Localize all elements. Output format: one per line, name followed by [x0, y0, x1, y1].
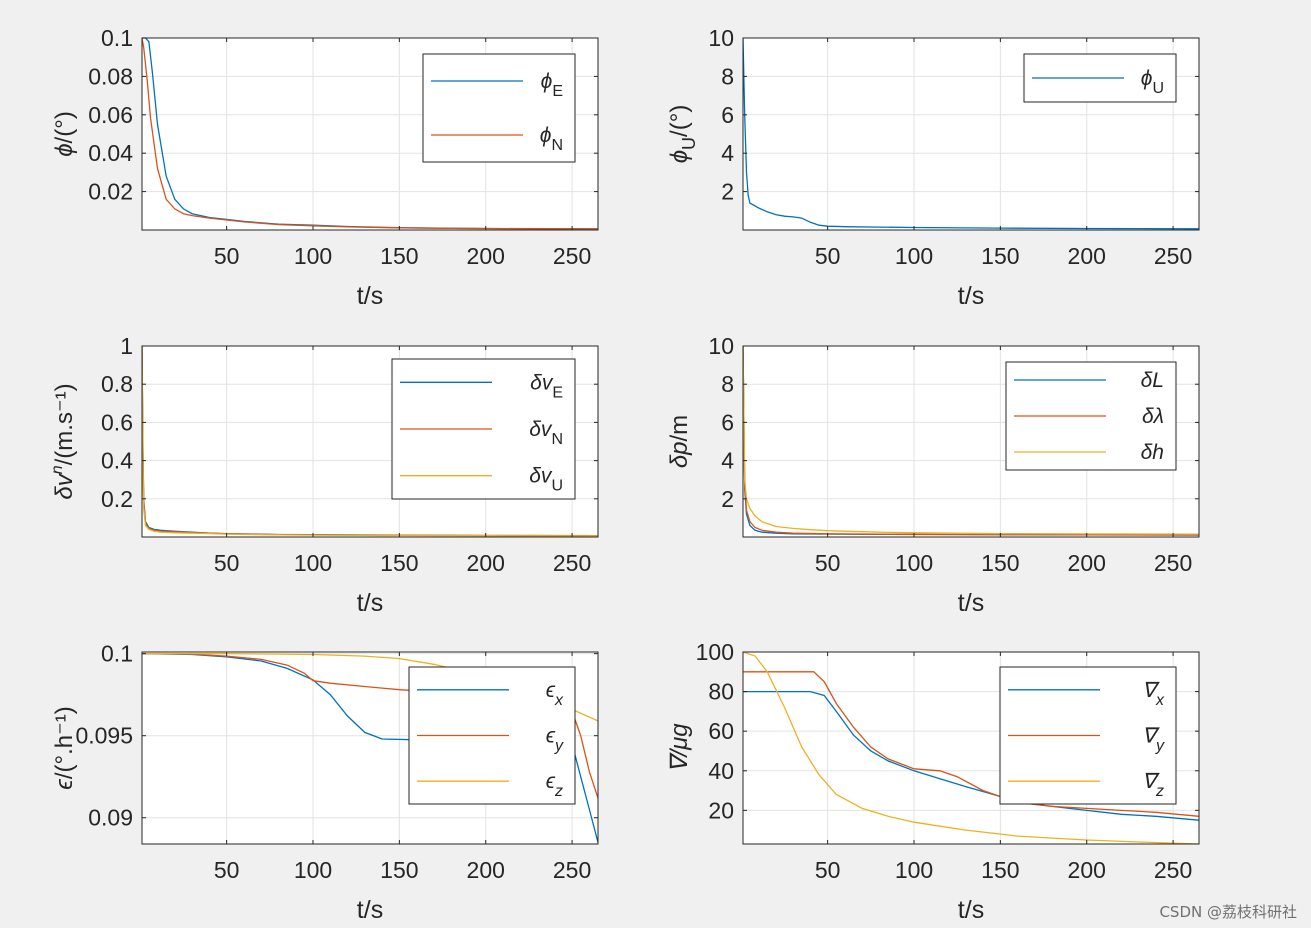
- y-tick-label: 8: [721, 371, 734, 397]
- x-tick-label: 50: [214, 550, 240, 576]
- x-tick-label: 200: [467, 857, 505, 883]
- x-tick-label: 200: [467, 550, 505, 576]
- legend: ϕU: [1024, 54, 1176, 102]
- x-tick-label: 100: [294, 550, 332, 576]
- x-tick-label: 100: [294, 857, 332, 883]
- legend-label: δh: [1141, 441, 1164, 464]
- x-axis-label: t/s: [958, 589, 984, 617]
- y-tick-label: 80: [708, 679, 734, 705]
- y-tick-label: 0.095: [75, 723, 133, 749]
- x-tick-label: 200: [1068, 857, 1106, 883]
- x-tick-label: 200: [1068, 243, 1106, 269]
- x-tick-label: 150: [981, 550, 1019, 576]
- x-tick-label: 250: [1154, 550, 1192, 576]
- x-tick-label: 50: [214, 243, 240, 269]
- y-tick-label: 10: [708, 25, 734, 51]
- x-tick-label: 50: [214, 857, 240, 883]
- legend: ∇x ∇y ∇z: [1000, 667, 1176, 804]
- subplot-vel: 50 100 150 200 250 0.2 0.4 0.6 0.8 1 t/s δvn/(m.s⁻¹…: [49, 333, 598, 617]
- legend: ϕEϕN: [423, 54, 575, 162]
- y-tick-label: 100: [696, 639, 734, 665]
- y-axis-label: ϕU/(°): [666, 105, 699, 164]
- y-axis-label: ϵ/(°.h⁻¹): [51, 706, 78, 790]
- subplot-accel: 50 100 150 200 250 20 40 60 80 100 t/s ∇/μg ∇x ∇y ∇z: [666, 639, 1199, 924]
- x-tick-label: 150: [380, 857, 418, 883]
- watermark: CSDN @荔枝科研社: [1159, 901, 1297, 922]
- x-tick-label: 250: [553, 857, 591, 883]
- x-tick-label: 100: [895, 243, 933, 269]
- x-axis-label: t/s: [357, 589, 383, 617]
- x-tick-label: 200: [467, 243, 505, 269]
- y-tick-label: 0.2: [101, 486, 133, 512]
- y-tick-label: 10: [708, 333, 734, 359]
- y-tick-label: 6: [721, 102, 734, 128]
- y-tick-label: 2: [721, 179, 734, 205]
- x-axis-label: t/s: [958, 896, 984, 924]
- figure: 50 100 150 200 2500.020.040.060.080.1t/sϕ/(°…: [0, 0, 1311, 928]
- y-axis-label: ∇/μg: [666, 723, 693, 773]
- x-axis-label: t/s: [357, 282, 383, 310]
- y-tick-label: 0.1: [101, 641, 133, 667]
- y-axis-label: δp/m: [666, 415, 693, 468]
- x-axis-label: t/s: [357, 896, 383, 924]
- y-tick-label: 0.6: [101, 409, 133, 435]
- y-tick-label: 20: [708, 797, 734, 823]
- y-tick-label: 0.8: [101, 371, 133, 397]
- x-tick-label: 150: [380, 550, 418, 576]
- legend: ϵx ϵy ϵz: [409, 667, 575, 804]
- x-tick-label: 100: [895, 550, 933, 576]
- y-tick-label: 0.04: [88, 140, 133, 166]
- y-tick-label: 0.1: [101, 25, 133, 51]
- y-tick-label: 0.08: [88, 63, 133, 89]
- y-tick-label: 0.02: [88, 179, 133, 205]
- subplot-att-u: 50 100 150 200 250 2 4 6 8 10 t/s ϕU/(°) ϕU: [666, 25, 1199, 310]
- subplot-gyro: 50 100 150 200 250 0.09 0.095 0.1 t/s ϵ/(°.h⁻¹) ϵx…: [51, 641, 598, 924]
- x-tick-label: 250: [1154, 857, 1192, 883]
- legend: δL δλ δh: [1006, 362, 1176, 470]
- y-axis-label: ϕ/(°): [51, 111, 78, 157]
- x-tick-label: 200: [1068, 550, 1106, 576]
- x-tick-label: 50: [815, 550, 841, 576]
- x-tick-label: 50: [815, 857, 841, 883]
- x-tick-label: 250: [553, 243, 591, 269]
- x-tick-label: 150: [981, 857, 1019, 883]
- y-tick-label: 4: [721, 140, 734, 166]
- y-tick-label: 0.06: [88, 102, 133, 128]
- y-tick-label: 6: [721, 409, 734, 435]
- legend: δvE δvN δvU: [392, 359, 575, 499]
- legend-label: δL: [1141, 369, 1164, 392]
- y-tick-label: 8: [721, 63, 734, 89]
- y-tick-label: 0.4: [101, 448, 133, 474]
- x-tick-label: 100: [895, 857, 933, 883]
- y-tick-label: 4: [721, 448, 734, 474]
- y-tick-label: 40: [708, 758, 734, 784]
- y-tick-label: 2: [721, 486, 734, 512]
- x-tick-label: 100: [294, 243, 332, 269]
- y-tick-label: 1: [120, 333, 133, 359]
- x-tick-label: 250: [553, 550, 591, 576]
- legend-label: δλ: [1142, 405, 1164, 428]
- x-tick-label: 150: [380, 243, 418, 269]
- y-tick-label: 0.09: [88, 805, 133, 831]
- subplot-pos: 50 100 150 200 250 2 4 6 8 10 t/s δp/m δL δλ δh: [666, 333, 1199, 617]
- y-tick-label: 60: [708, 718, 734, 744]
- x-tick-label: 150: [981, 243, 1019, 269]
- y-axis-label: δvn/(m.s⁻¹): [49, 383, 78, 499]
- x-tick-label: 50: [815, 243, 841, 269]
- x-tick-label: 250: [1154, 243, 1192, 269]
- x-axis-label: t/s: [958, 282, 984, 310]
- subplot-att-en: 50 100 150 200 250 0.02 0.04 0.06 0.08 0.1 t/s ϕ/(°…: [51, 25, 598, 310]
